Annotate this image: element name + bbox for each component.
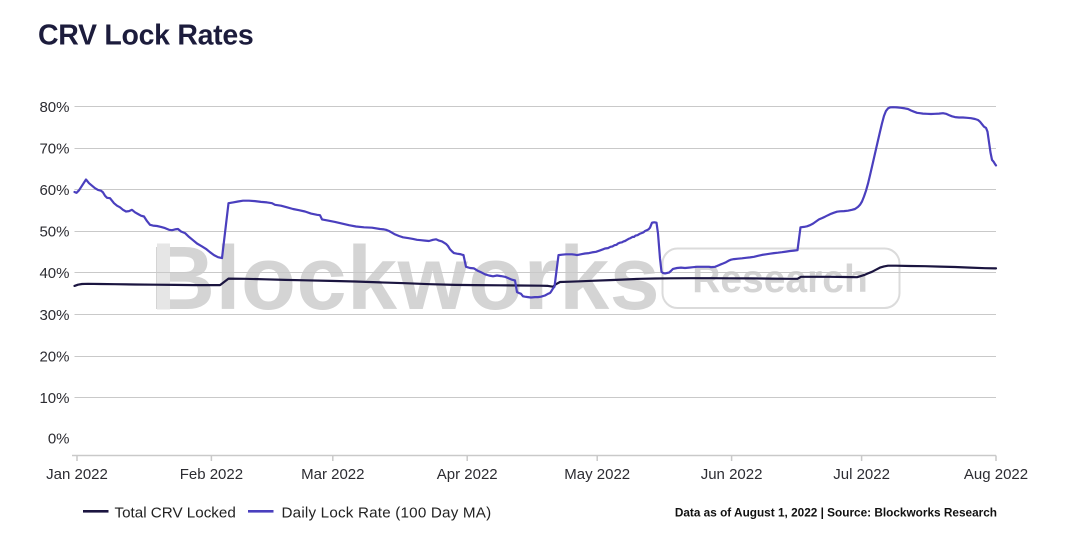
svg-text:50%: 50% — [39, 224, 69, 241]
svg-text:Jan 2022: Jan 2022 — [46, 466, 108, 483]
svg-text:60%: 60% — [39, 182, 69, 199]
svg-text:Feb 2022: Feb 2022 — [180, 466, 243, 483]
svg-text:Mar 2022: Mar 2022 — [301, 466, 364, 483]
svg-text:20%: 20% — [39, 348, 69, 365]
svg-text:Aug 2022: Aug 2022 — [964, 466, 1028, 483]
svg-text:Jul 2022: Jul 2022 — [833, 466, 890, 483]
svg-text:Total CRV Locked: Total CRV Locked — [115, 505, 236, 522]
svg-text:70%: 70% — [39, 141, 69, 158]
svg-text:Jun 2022: Jun 2022 — [701, 466, 763, 483]
svg-text:80%: 80% — [39, 99, 69, 116]
svg-text:30%: 30% — [39, 307, 69, 324]
svg-text:0%: 0% — [48, 431, 70, 448]
svg-text:Apr 2022: Apr 2022 — [437, 466, 498, 483]
svg-text:Data as of August 1, 2022 | So: Data as of August 1, 2022 | Source: Bloc… — [675, 506, 997, 520]
svg-text:10%: 10% — [39, 390, 69, 407]
svg-text:40%: 40% — [39, 265, 69, 282]
svg-text:Daily Lock Rate (100 Day MA): Daily Lock Rate (100 Day MA) — [282, 505, 492, 522]
svg-text:May 2022: May 2022 — [564, 466, 630, 483]
svg-text:CRV Lock Rates: CRV Lock Rates — [38, 20, 253, 52]
